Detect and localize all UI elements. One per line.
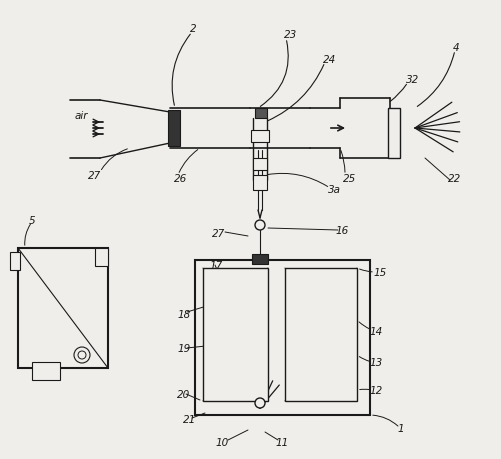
Text: 15: 15: [373, 268, 386, 278]
Text: air: air: [75, 111, 88, 121]
Bar: [285, 268, 356, 401]
Text: 11: 11: [276, 438, 289, 448]
Text: 14: 14: [369, 327, 382, 337]
Bar: [387, 108, 399, 158]
Text: 16: 16: [335, 226, 349, 236]
Text: 22: 22: [447, 174, 460, 184]
Bar: [95, 248, 108, 266]
Bar: [253, 158, 267, 170]
Text: 10: 10: [215, 438, 229, 448]
Text: 32: 32: [405, 75, 418, 85]
Circle shape: [255, 398, 265, 408]
Text: 27: 27: [88, 171, 101, 181]
Text: 1: 1: [397, 424, 404, 434]
Text: 26: 26: [174, 174, 187, 184]
Text: 23: 23: [284, 30, 297, 40]
Bar: [253, 175, 267, 190]
Bar: [227, 275, 239, 380]
Circle shape: [255, 220, 265, 230]
Bar: [250, 130, 269, 142]
Bar: [10, 252, 20, 270]
Bar: [18, 248, 108, 368]
Text: 27: 27: [211, 229, 225, 239]
Bar: [194, 260, 369, 415]
Text: 24: 24: [322, 55, 336, 65]
Text: 19: 19: [178, 344, 191, 354]
Text: 5: 5: [29, 216, 36, 226]
Text: 21: 21: [183, 415, 196, 425]
Text: 13: 13: [369, 358, 382, 368]
Bar: [168, 110, 180, 146]
Bar: [252, 254, 268, 264]
Bar: [32, 362, 60, 380]
Text: 20: 20: [177, 390, 190, 400]
Circle shape: [78, 351, 86, 359]
Bar: [255, 108, 267, 118]
Text: 25: 25: [342, 174, 356, 184]
Circle shape: [74, 347, 90, 363]
Text: 2: 2: [189, 24, 196, 34]
Text: 17: 17: [209, 261, 223, 271]
Text: 3a: 3a: [327, 185, 340, 195]
Text: 18: 18: [178, 310, 191, 320]
Text: 4: 4: [452, 43, 459, 53]
Text: 12: 12: [369, 386, 382, 396]
Bar: [202, 268, 268, 401]
